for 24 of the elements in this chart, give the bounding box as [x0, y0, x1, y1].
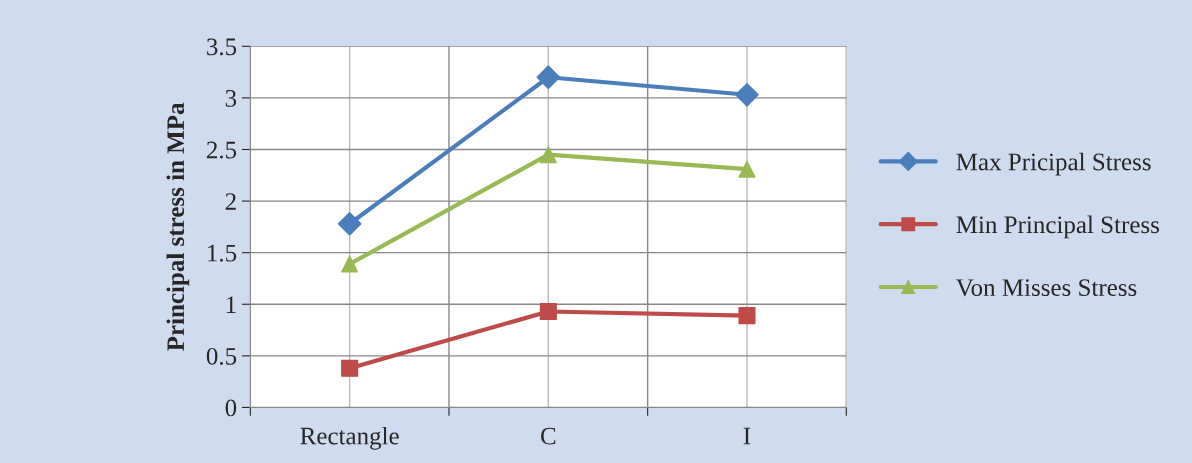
point [539, 302, 557, 321]
y-tick-label: 0.5 [206, 347, 237, 365]
point [341, 359, 359, 377]
y-axis-title: Principal stress in MPa [166, 102, 190, 351]
point [341, 255, 359, 273]
y-tick-label: 2.5 [206, 141, 237, 159]
legend-label: Von Misses Stress [956, 279, 1137, 297]
x-tick-label: Rectangle [300, 426, 399, 450]
point [539, 146, 557, 164]
point [735, 82, 759, 107]
y-tick-label: 1.5 [208, 244, 237, 262]
point [337, 211, 362, 236]
y-tick-label: 3.5 [207, 38, 237, 56]
y-tick-label: 1 [226, 296, 236, 313]
legend-label: Max Pricipal Stress [956, 152, 1151, 176]
y-tick-label: 3 [225, 90, 237, 107]
x-tick-label: I [743, 427, 751, 445]
point [738, 160, 756, 178]
point [536, 65, 561, 90]
point [738, 307, 756, 325]
legend-label: Min Principal Stress [956, 215, 1159, 239]
y-tick-label: 2 [225, 193, 236, 210]
y-tick-label: 0 [225, 399, 237, 417]
x-tick-label: C [541, 427, 556, 445]
